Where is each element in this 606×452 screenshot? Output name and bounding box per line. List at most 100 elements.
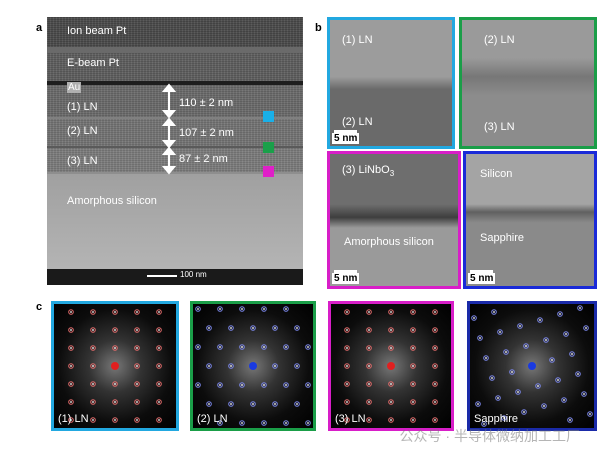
diffraction-spot-core <box>483 423 485 425</box>
diffraction-spot <box>305 344 311 350</box>
layer-ln3 <box>47 148 303 172</box>
diffraction-spot-core <box>263 422 265 424</box>
diffraction-spot-core <box>434 419 436 421</box>
diffraction-spot-core <box>412 311 414 313</box>
diffraction-spot <box>475 401 481 407</box>
diffraction-spot <box>156 417 162 423</box>
diffraction-spot <box>366 417 372 423</box>
diffraction-spot-core <box>92 383 94 385</box>
diffraction-spot <box>344 381 350 387</box>
diffraction-spot <box>294 325 300 331</box>
diffraction-spot-core <box>557 379 559 381</box>
diffraction-spot-core <box>92 347 94 349</box>
diffraction-spot <box>156 345 162 351</box>
panel-a-tem-image: Ion beam Pt E-beam Pt Au (1) LN (2) LN (… <box>47 17 303 285</box>
fft-panel-4: Sapphire <box>467 301 597 431</box>
diffraction-spot-core <box>412 419 414 421</box>
diffraction-spot <box>537 317 543 323</box>
fft-spots <box>195 306 311 426</box>
diffraction-spot-core <box>589 413 591 415</box>
diffraction-spot-core <box>263 308 265 310</box>
fft-spots <box>471 305 593 427</box>
label-e-beam-pt: E-beam Pt <box>67 57 119 69</box>
diffraction-spot <box>481 421 487 427</box>
diffraction-spot <box>388 399 394 405</box>
diffraction-spot-core <box>70 347 72 349</box>
diffraction-spot-core <box>559 313 561 315</box>
diffraction-spot <box>156 381 162 387</box>
diffraction-spot-core <box>158 347 160 349</box>
diffraction-spot <box>195 344 201 350</box>
diffraction-spot-core <box>579 307 581 309</box>
diffraction-spot-core <box>285 422 287 424</box>
diffraction-spot <box>134 417 140 423</box>
tile-bl-lower-label: Amorphous silicon <box>344 236 434 248</box>
diffraction-spot <box>344 399 350 405</box>
diffraction-spot-core <box>230 365 232 367</box>
diffraction-spot-core <box>569 419 571 421</box>
marker-ln1 <box>263 111 274 122</box>
diffraction-spot-core <box>136 419 138 421</box>
diffraction-spot-core <box>368 401 370 403</box>
diffraction-spot <box>432 381 438 387</box>
diffraction-spot <box>497 329 503 335</box>
diffraction-spot-core <box>346 401 348 403</box>
diffraction-spot <box>410 363 416 369</box>
diffraction-spot-core <box>158 365 160 367</box>
diffraction-spot-core <box>479 337 481 339</box>
label-au: Au <box>67 82 82 93</box>
fft-spots <box>68 309 162 423</box>
diffraction-spot <box>344 327 350 333</box>
fft-label: (1) LN <box>58 413 89 425</box>
layer-ion-beam-pt <box>47 17 303 47</box>
thickness-ln3: 87 ± 2 nm <box>179 153 228 165</box>
diffraction-spot-core <box>136 401 138 403</box>
diffraction-spot <box>134 381 140 387</box>
diffraction-spot <box>549 357 555 363</box>
diffraction-spot-core <box>412 401 414 403</box>
scalebar-line <box>147 275 177 277</box>
thickness-arrows <box>161 83 177 175</box>
diffraction-spot-core <box>136 347 138 349</box>
diffraction-spot <box>134 399 140 405</box>
diffraction-spot <box>195 382 201 388</box>
diffraction-spot-core <box>70 365 72 367</box>
diffraction-spot <box>112 381 118 387</box>
diffraction-spot <box>134 345 140 351</box>
diffraction-spot <box>477 335 483 341</box>
layer-e-beam-pt <box>47 53 303 81</box>
diffraction-spot-core <box>412 347 414 349</box>
diffraction-spot <box>294 363 300 369</box>
diffraction-spot-core <box>114 383 116 385</box>
diffraction-spot <box>388 345 394 351</box>
diffraction-spot <box>503 349 509 355</box>
diffraction-spot <box>521 409 527 415</box>
diffraction-spot <box>366 381 372 387</box>
diffraction-spot <box>217 420 223 426</box>
diffraction-spot <box>90 417 96 423</box>
diffraction-spot <box>541 403 547 409</box>
diffraction-spot <box>90 381 96 387</box>
tile-bl-upper-label: (3) LiNbO3 <box>342 164 395 179</box>
diffraction-spot <box>228 401 234 407</box>
diffraction-spot <box>535 383 541 389</box>
diffraction-spot-core <box>519 325 521 327</box>
diffraction-spot <box>90 327 96 333</box>
diffraction-spot <box>561 397 567 403</box>
panel-letter-b: b <box>315 22 322 34</box>
central-beam-spot <box>249 362 257 370</box>
diffraction-spot <box>388 327 394 333</box>
diffraction-spot-core <box>296 403 298 405</box>
diffraction-spot <box>283 306 289 312</box>
diffraction-spot-core <box>92 401 94 403</box>
diffraction-spot <box>112 417 118 423</box>
diffraction-spot-core <box>523 411 525 413</box>
diffraction-spot-core <box>539 319 541 321</box>
diffraction-spot-core <box>285 384 287 386</box>
diffraction-spot <box>228 363 234 369</box>
diffraction-spot <box>272 401 278 407</box>
diffraction-spot <box>112 309 118 315</box>
diffraction-spot-core <box>92 419 94 421</box>
diffraction-spot <box>583 325 589 331</box>
diffraction-spot <box>283 420 289 426</box>
